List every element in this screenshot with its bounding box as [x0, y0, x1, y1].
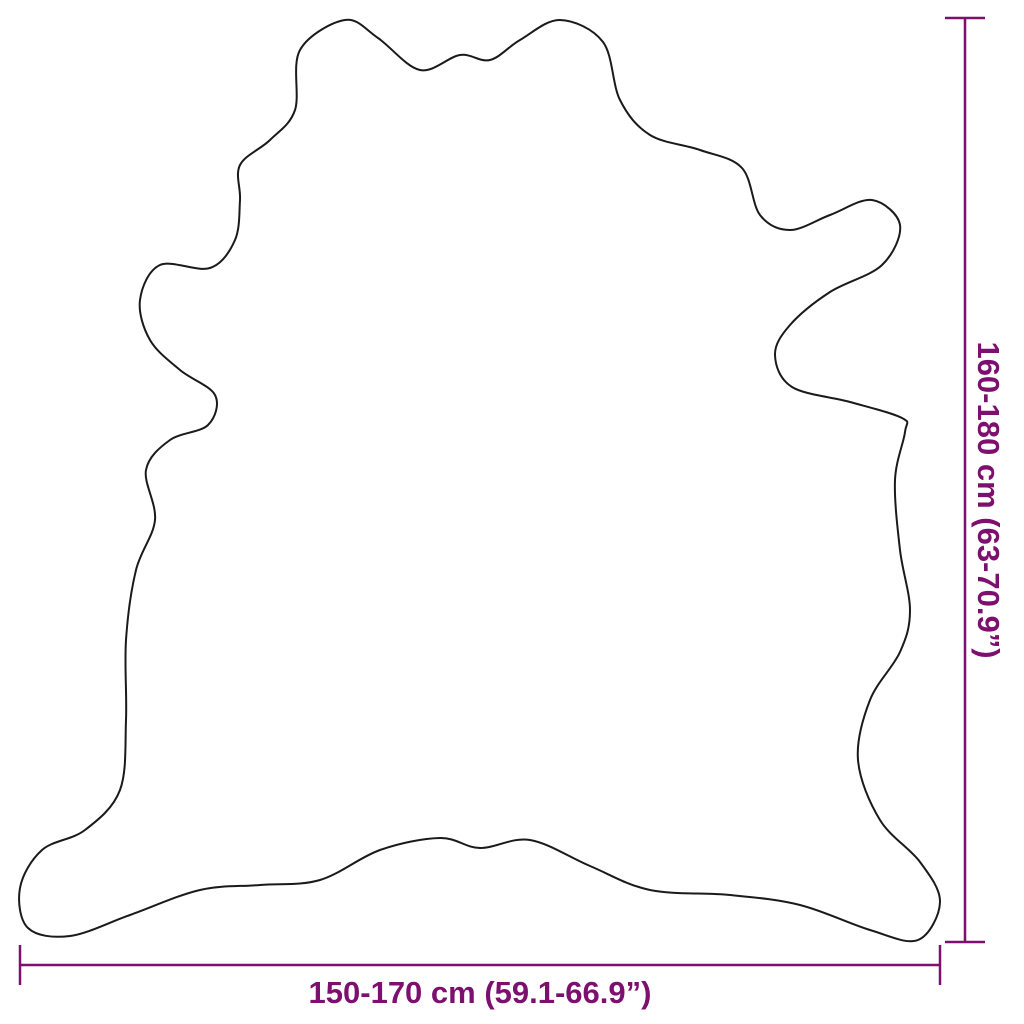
width-label: 150-170 cm (59.1-66.9”)	[309, 975, 652, 1010]
width-dimension-line	[18, 945, 942, 985]
cowhide-rug-outline	[18, 18, 942, 943]
height-dimension-line	[945, 16, 985, 944]
height-label: 160-180 cm (63-70.9”)	[971, 341, 1006, 658]
